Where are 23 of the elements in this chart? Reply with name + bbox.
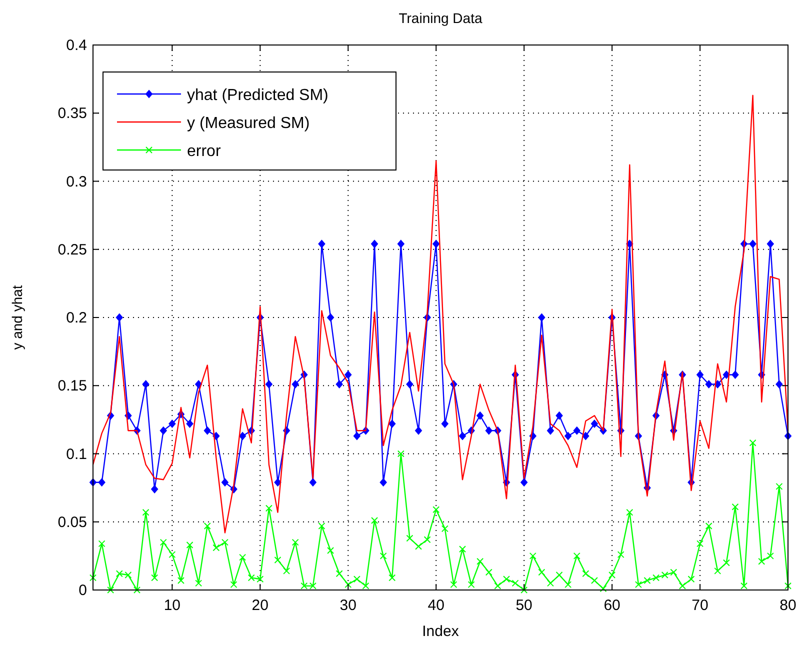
y-tick-label: 0.35 xyxy=(58,105,87,122)
x-tick-label: 60 xyxy=(604,597,620,614)
y-tick-label: 0 xyxy=(78,582,87,599)
x-tick-label: 50 xyxy=(516,597,532,614)
y-tick-label: 0.1 xyxy=(66,446,87,463)
y-tick-label: 0.05 xyxy=(58,514,87,531)
chart-title: Training Data xyxy=(398,10,482,26)
x-tick-label: 10 xyxy=(164,597,181,614)
x-tick-label: 80 xyxy=(780,597,796,614)
y-tick-label: 0.4 xyxy=(66,37,87,54)
x-tick-label: 40 xyxy=(428,597,444,614)
x-tick-label: 20 xyxy=(252,597,268,614)
y-tick-label: 0.3 xyxy=(66,173,87,190)
x-axis-title: Index xyxy=(422,623,460,640)
legend-label: yhat (Predicted SM) xyxy=(187,87,328,104)
legend-label: y (Measured SM) xyxy=(187,115,310,132)
y-axis-title: y and yhat xyxy=(9,285,25,350)
y-tick-label: 0.25 xyxy=(58,241,87,258)
x-tick-label: 30 xyxy=(340,597,356,614)
x-tick-label: 70 xyxy=(692,597,708,614)
y-tick-label: 0.15 xyxy=(58,378,87,395)
legend-label: error xyxy=(187,143,222,160)
y-tick-label: 0.2 xyxy=(66,310,87,326)
